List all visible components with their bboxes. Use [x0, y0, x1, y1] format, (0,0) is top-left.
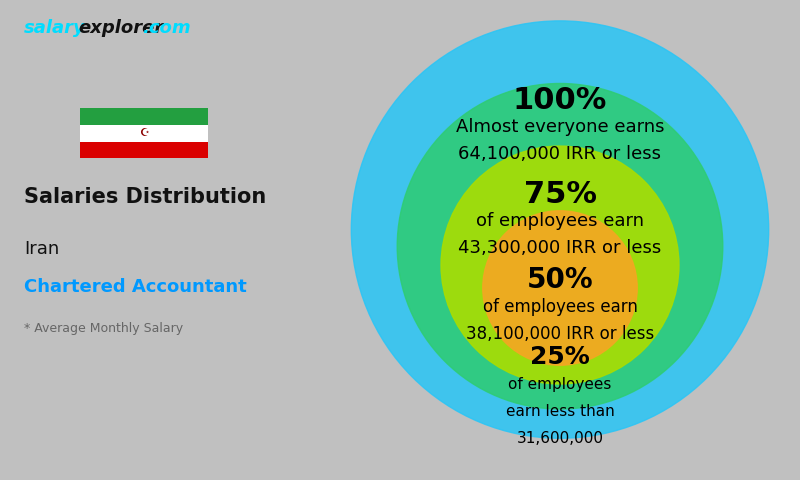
Text: earn less than: earn less than — [506, 404, 614, 419]
Circle shape — [351, 21, 769, 438]
Text: * Average Monthly Salary: * Average Monthly Salary — [24, 322, 183, 335]
Text: 31,600,000: 31,600,000 — [517, 431, 603, 446]
Text: .com: .com — [142, 19, 191, 37]
Text: 43,300,000 IRR or less: 43,300,000 IRR or less — [458, 240, 662, 257]
Text: explorer: explorer — [78, 19, 164, 37]
Text: of employees earn: of employees earn — [476, 212, 644, 230]
Text: 100%: 100% — [513, 85, 607, 115]
Text: Iran: Iran — [24, 240, 59, 258]
Circle shape — [441, 146, 679, 384]
Text: 64,100,000 IRR or less: 64,100,000 IRR or less — [458, 145, 662, 163]
Circle shape — [482, 211, 638, 365]
Text: of employees: of employees — [508, 376, 612, 392]
Text: 75%: 75% — [523, 180, 597, 209]
Bar — [80, 142, 208, 158]
Circle shape — [398, 84, 722, 409]
Text: 38,100,000 IRR or less: 38,100,000 IRR or less — [466, 325, 654, 343]
Text: salary: salary — [24, 19, 86, 37]
Text: ☪: ☪ — [139, 128, 149, 138]
Bar — [80, 108, 208, 125]
Text: Almost everyone earns: Almost everyone earns — [456, 118, 664, 136]
Text: Chartered Accountant: Chartered Accountant — [24, 278, 246, 296]
Text: Salaries Distribution: Salaries Distribution — [24, 187, 266, 207]
Text: of employees earn: of employees earn — [482, 298, 638, 316]
Text: 25%: 25% — [530, 345, 590, 369]
Text: 50%: 50% — [526, 265, 594, 294]
Bar — [80, 125, 208, 142]
